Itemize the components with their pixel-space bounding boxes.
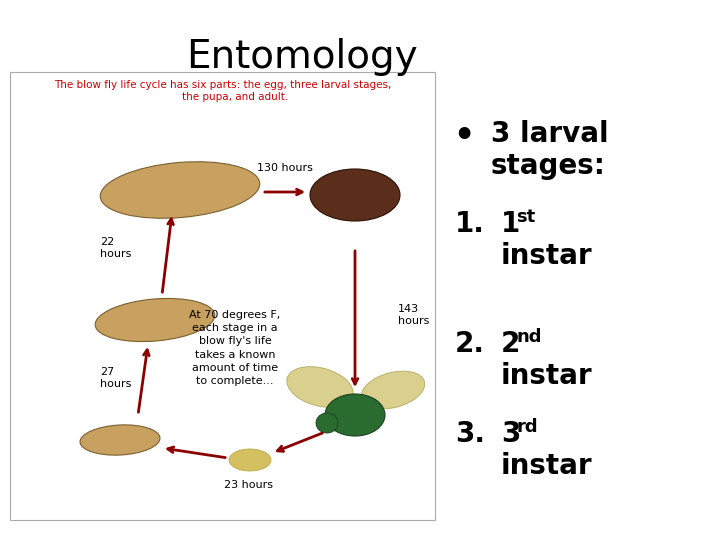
Ellipse shape — [361, 371, 425, 409]
Text: 27
hours: 27 hours — [100, 367, 131, 389]
Text: 3: 3 — [501, 420, 521, 448]
Text: 3 larval: 3 larval — [491, 120, 608, 148]
Ellipse shape — [287, 367, 354, 407]
Ellipse shape — [95, 299, 215, 342]
Text: 22
hours: 22 hours — [100, 237, 131, 259]
Text: 143
hours: 143 hours — [398, 304, 429, 326]
Ellipse shape — [229, 449, 271, 471]
Text: 2.: 2. — [455, 330, 485, 358]
Text: 3.: 3. — [455, 420, 485, 448]
Bar — [10, 72, 435, 520]
Ellipse shape — [325, 394, 385, 436]
Ellipse shape — [310, 169, 400, 221]
Text: stages:: stages: — [491, 152, 606, 180]
Text: 2: 2 — [501, 330, 521, 358]
Text: At 70 degrees F,
each stage in a
blow fly's life
takes a known
amount of time
to: At 70 degrees F, each stage in a blow fl… — [189, 310, 281, 386]
Ellipse shape — [316, 413, 338, 433]
Text: 1: 1 — [501, 210, 521, 238]
Text: 130 hours: 130 hours — [257, 163, 313, 173]
Text: 1.: 1. — [455, 210, 485, 238]
Text: 23 hours: 23 hours — [223, 480, 272, 490]
Text: nd: nd — [516, 328, 541, 346]
Text: The blow fly life cycle has six parts: the egg, three larval stages,
        the: The blow fly life cycle has six parts: t… — [54, 80, 391, 102]
Text: instar: instar — [501, 362, 593, 390]
Text: instar: instar — [501, 452, 593, 480]
Ellipse shape — [80, 425, 160, 455]
Text: instar: instar — [501, 242, 593, 270]
Text: rd: rd — [516, 418, 538, 436]
Text: •: • — [453, 120, 474, 153]
Text: Entomology: Entomology — [186, 38, 418, 76]
Ellipse shape — [100, 162, 260, 218]
Text: st: st — [516, 208, 535, 226]
